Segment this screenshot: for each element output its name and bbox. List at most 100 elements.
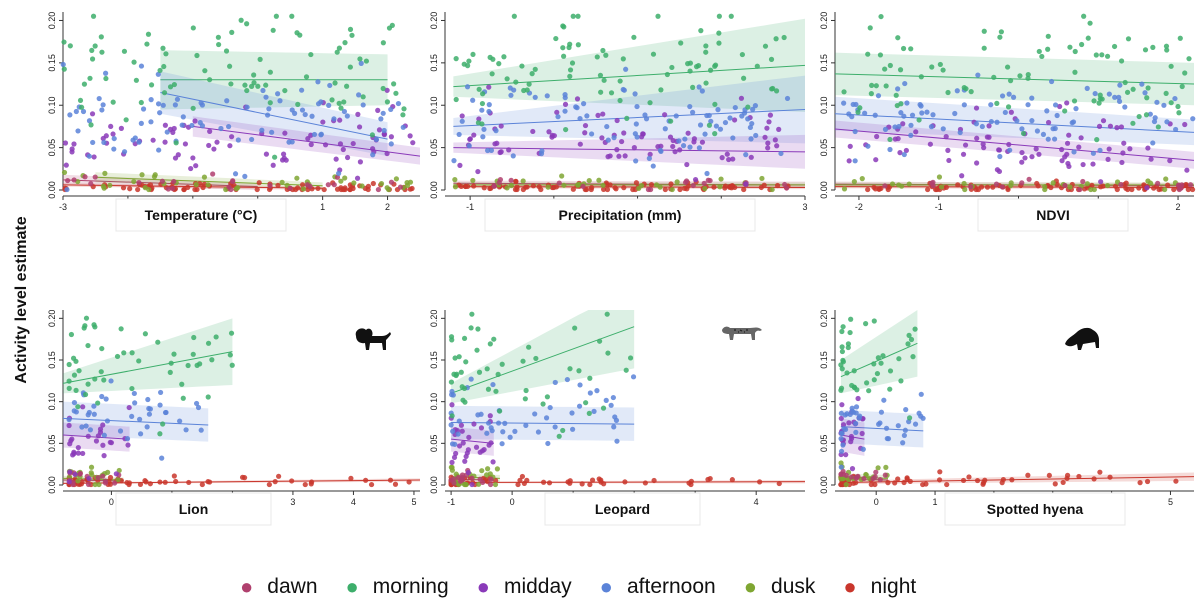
data-point-morning [838,385,845,391]
data-point-morning [1143,112,1150,118]
data-point-afternoon [838,448,845,454]
data-point-morning [669,64,675,71]
data-point-afternoon [177,418,183,424]
data-point-morning [1007,78,1014,84]
data-point-afternoon [630,374,637,380]
data-point-afternoon [380,110,386,116]
data-point-midday [172,155,179,161]
data-point-morning [556,433,562,439]
data-point-morning [209,357,215,363]
data-point-morning [129,350,135,356]
data-point-dawn [71,177,77,183]
data-point-morning [1072,48,1078,55]
data-point-midday [631,145,637,151]
data-point-afternoon [961,102,967,108]
data-point-midday [765,140,771,146]
data-point-midday [344,154,351,161]
data-point-midday [1144,185,1150,191]
data-point-dawn [171,178,177,185]
data-point-night [668,181,674,187]
data-point-dawn [210,171,216,177]
data-point-morning [918,74,924,80]
data-point-midday [71,451,77,457]
data-point-morning [453,56,459,62]
data-point-morning [880,353,886,359]
data-point-morning [596,338,603,344]
data-point-midday [846,420,852,426]
data-point-morning [499,361,505,367]
data-point-afternoon [466,143,472,149]
data-point-morning [597,72,604,78]
data-point-afternoon [753,132,759,139]
data-point-midday [449,402,455,408]
panel-4: 0.000.050.100.150.20012345Lion [47,310,421,526]
data-point-morning [144,41,150,47]
data-point-afternoon [844,411,850,417]
data-point-afternoon [662,126,668,132]
data-point-afternoon [1010,94,1017,100]
data-point-afternoon [117,428,124,434]
y-tick-label: 0.20 [819,12,829,30]
data-point-morning [863,321,869,327]
data-point-morning [526,81,532,87]
data-point-morning [360,94,366,100]
data-point-morning [1177,35,1183,41]
data-point-dusk [559,173,565,179]
data-point-afternoon [952,110,958,117]
data-point-morning [389,22,395,28]
data-point-morning [99,345,105,352]
data-point-dusk [1147,180,1154,186]
data-point-morning [98,34,104,40]
data-point-morning [866,388,872,394]
data-point-night [1060,479,1066,486]
data-point-morning [586,410,592,416]
data-point-morning [168,360,174,366]
data-point-midday [471,132,477,138]
data-point-dusk [883,464,889,470]
data-point-afternoon [146,405,152,412]
data-point-afternoon [155,101,162,107]
data-point-afternoon [101,432,107,438]
data-point-afternoon [269,129,275,135]
data-point-night [865,186,871,193]
data-point-morning [1072,69,1078,75]
data-point-midday [595,112,601,118]
y-tick-label: 0.15 [47,351,57,369]
data-point-afternoon [1116,94,1122,100]
data-point-afternoon [928,124,935,130]
data-point-dawn [228,186,234,193]
data-point-morning [728,13,734,19]
data-point-afternoon [523,422,529,429]
data-point-morning [476,86,482,92]
data-point-morning [526,344,532,350]
data-point-night [520,186,526,193]
data-point-midday [1119,159,1125,166]
data-point-night [729,477,735,483]
trend-line-morning [453,64,806,88]
data-point-night [524,184,530,190]
data-point-night [1000,476,1006,483]
data-point-midday [465,447,471,453]
data-point-midday [1062,154,1068,160]
data-point-midday [1100,118,1107,124]
data-point-morning [157,67,163,74]
data-point-dawn [1155,180,1161,186]
data-point-morning [1091,98,1097,104]
data-point-dusk [131,178,137,185]
data-point-night [513,178,519,184]
data-point-dawn [95,475,101,481]
data-point-morning [716,30,722,36]
data-point-afternoon [163,409,169,416]
data-point-dusk [600,182,606,188]
data-point-afternoon [480,134,486,140]
data-point-dusk [657,184,663,190]
data-point-morning [698,28,704,34]
data-point-afternoon [576,403,583,409]
data-point-midday [946,157,952,164]
data-point-dusk [1008,180,1014,186]
data-point-dusk [338,178,344,184]
data-point-morning [762,43,769,49]
data-point-midday [170,129,176,135]
data-point-morning [887,136,893,143]
data-point-morning [92,324,98,330]
